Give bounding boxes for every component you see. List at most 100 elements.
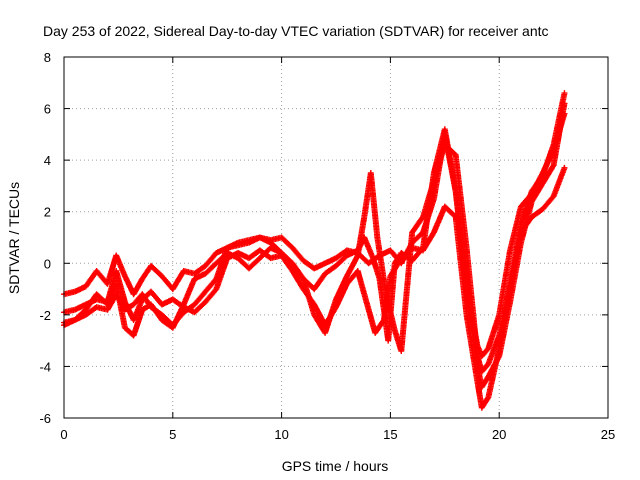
data-point [478, 346, 491, 360]
chart-title: Day 253 of 2022, Sidereal Day-to-day VTE… [43, 23, 549, 39]
data-point [354, 268, 372, 312]
data-point [180, 302, 197, 316]
data-point [367, 170, 381, 239]
data-point [478, 395, 491, 411]
data-point [441, 203, 458, 219]
data-point [191, 263, 208, 277]
data-point [430, 143, 448, 184]
data-point [441, 141, 458, 157]
data-point [148, 288, 164, 307]
x-tick-label: 15 [383, 427, 397, 442]
data-point [430, 205, 448, 236]
data-point [485, 354, 502, 380]
data-point [130, 277, 145, 298]
data-point [235, 255, 251, 271]
data-point [202, 287, 219, 305]
data-point [372, 318, 386, 336]
data-point [478, 362, 491, 375]
data-point [130, 297, 145, 323]
data-point [139, 264, 154, 282]
data-point [256, 245, 273, 262]
x-tick-label: 10 [274, 427, 288, 442]
data-point [322, 263, 338, 277]
data-point [130, 308, 145, 339]
y-tick-label: 2 [44, 205, 51, 220]
y-tick-label: 4 [44, 153, 51, 168]
data-point [383, 291, 398, 332]
data-point [82, 269, 99, 290]
y-axis-label: SDTVAR / TECUs [6, 182, 22, 294]
x-tick-label: 5 [169, 427, 176, 442]
data-point [333, 274, 350, 303]
data-point [202, 251, 219, 269]
data-point [539, 194, 556, 213]
data-point [518, 189, 535, 228]
data-point [322, 297, 339, 336]
data-point [104, 254, 119, 287]
data-point [113, 268, 128, 304]
data-point [452, 188, 470, 283]
data-point [311, 271, 328, 293]
y-tick-label: 0 [44, 256, 51, 271]
data-point [113, 252, 128, 278]
data-point [539, 143, 557, 179]
data-point [148, 304, 164, 317]
data-point [158, 311, 175, 328]
data-point [213, 246, 230, 282]
y-tick-label: -4 [39, 359, 51, 374]
y-tick-label: -6 [39, 411, 51, 426]
y-tick-label: 8 [44, 50, 51, 65]
data-point [561, 90, 568, 97]
data-point [343, 253, 360, 280]
data-point [507, 205, 524, 254]
data-point [361, 234, 376, 260]
data-point [539, 163, 556, 187]
data-point [409, 215, 426, 236]
x-tick-label: 0 [60, 427, 67, 442]
data-point [485, 334, 502, 367]
data-point [420, 179, 437, 220]
data-point [496, 249, 513, 318]
axis-ticks: 0 5 10 15 20 25 -6 -4 -2 0 2 4 6 8 [39, 50, 615, 442]
data-point [374, 234, 389, 296]
data-point [289, 260, 306, 281]
data-point [113, 291, 128, 312]
data-point [354, 215, 367, 259]
data-point [398, 230, 415, 354]
data-point [278, 250, 295, 266]
data-point [528, 181, 545, 205]
data-point [561, 164, 568, 171]
data-point [267, 239, 284, 255]
data-point [550, 91, 568, 148]
data-point [213, 256, 230, 293]
data-point [528, 207, 545, 220]
data-point [158, 273, 175, 291]
data-point [202, 261, 219, 277]
data-point [246, 256, 262, 272]
data-point [278, 234, 295, 250]
data-point [518, 199, 535, 246]
data-point [139, 291, 154, 309]
data-point [478, 375, 491, 391]
data-point [121, 302, 136, 313]
data-point [82, 292, 99, 313]
data-point [191, 300, 208, 316]
y-tick-label: 6 [44, 102, 51, 117]
data-point [289, 244, 306, 263]
data-point [485, 313, 502, 352]
data-point [528, 173, 545, 195]
data-point [507, 241, 524, 305]
data-point [370, 255, 383, 281]
data-point [169, 269, 186, 293]
x-axis-label: GPS time / hours [282, 458, 389, 474]
data-point [180, 277, 197, 308]
x-tick-label: 25 [601, 427, 615, 442]
data-point [333, 253, 349, 269]
data-point [452, 152, 470, 250]
data-point [463, 244, 481, 358]
x-tick-label: 20 [492, 427, 506, 442]
y-tick-label: -2 [39, 308, 51, 323]
data-point [496, 300, 513, 360]
